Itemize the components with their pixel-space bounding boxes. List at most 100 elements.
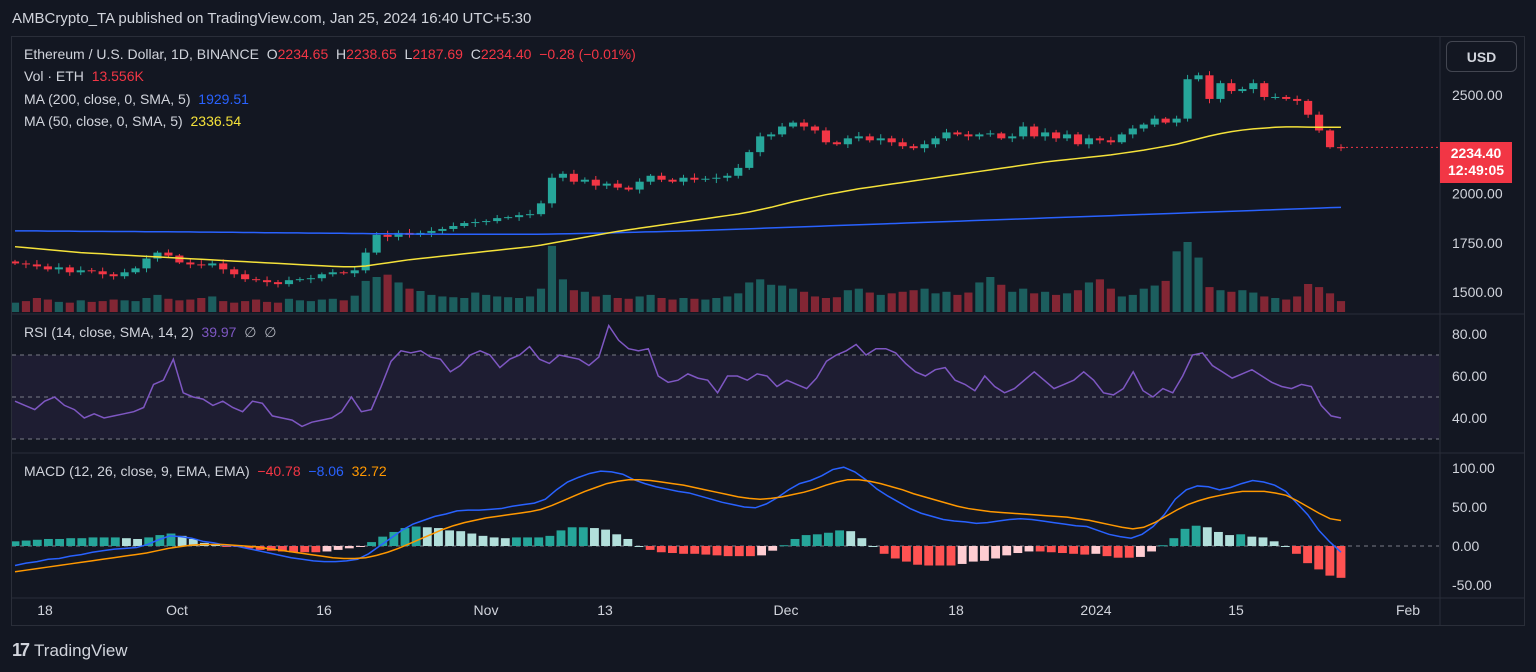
candle-body (657, 175, 666, 180)
volume-bar (98, 301, 107, 312)
volume-bar (602, 294, 611, 312)
candle-body (756, 136, 765, 153)
volume-bar (1161, 280, 1170, 312)
rsi-tick-label: 80.00 (1452, 326, 1487, 342)
volume-bar (580, 291, 589, 312)
x-tick-label: Feb (1396, 602, 1420, 618)
candle-body (1139, 124, 1148, 129)
macd-histogram-bar (668, 546, 677, 554)
candle-body (460, 223, 469, 227)
macd-histogram-bar (311, 546, 321, 553)
volume-bar (953, 294, 962, 312)
volume-bar (493, 296, 502, 312)
volume-bar (657, 298, 666, 312)
chart-canvas[interactable]: 1500.00 1750.00 2000.00 2500.00 40.00 60.00 80… (12, 37, 1524, 625)
macd-histogram-bar (1225, 535, 1234, 546)
macd-histogram-bar (1280, 546, 1290, 547)
volume-bar (1282, 299, 1291, 312)
volume-bar (12, 302, 20, 312)
volume-bar (1139, 288, 1148, 312)
macd-histogram-bar (1247, 536, 1257, 546)
candle-body (1106, 140, 1115, 143)
x-tick-label: Nov (474, 602, 499, 618)
ma200-value: 1929.51 (198, 91, 249, 107)
volume-bar (920, 288, 929, 312)
volume-bar (745, 282, 754, 312)
volume-bar (120, 300, 129, 312)
macd-histogram-bar (846, 531, 856, 546)
last-price: 2234.40 (1450, 145, 1502, 161)
volume-bar (21, 301, 31, 312)
ma50-legend[interactable]: MA (50, close, 0, SMA, 5) 2336.54 (24, 113, 241, 129)
volume-bar (1216, 290, 1225, 312)
candle-body (799, 122, 809, 127)
macd-histogram-bar (746, 546, 755, 557)
candle-body (372, 234, 381, 253)
candle-body (668, 179, 677, 182)
macd-histogram-bar (1258, 537, 1268, 546)
macd-histogram-bar (968, 546, 978, 562)
volume-bar (427, 294, 436, 312)
candle-body (920, 144, 929, 149)
candle-body (778, 126, 787, 135)
volume-legend[interactable]: Vol · ETH 13.556K (24, 68, 144, 84)
chart-frame[interactable]: 1500.00 1750.00 2000.00 2500.00 40.00 60.00 80… (11, 36, 1525, 626)
volume-bar (1041, 291, 1050, 312)
candle-body (1325, 130, 1335, 148)
volume-bar (273, 302, 283, 312)
volume-bar (1051, 294, 1061, 312)
volume-bar (361, 280, 370, 312)
volume-bar (876, 294, 885, 312)
macd-histogram-bar (679, 546, 688, 554)
macd-histogram-bar (12, 541, 20, 546)
macd-histogram-bar (144, 537, 154, 546)
candle-body (1227, 83, 1236, 92)
volume-bar (449, 297, 458, 312)
macd-histogram-bar (289, 546, 298, 553)
high-value: 2238.65 (346, 46, 397, 62)
candle-body (569, 173, 578, 182)
volume-bar (1062, 293, 1072, 312)
rsi-tick-label: 60.00 (1452, 368, 1487, 384)
macd-histogram-bar (188, 538, 198, 546)
y-tick-label: 2500.00 (1452, 87, 1503, 103)
volume-bar (1019, 288, 1028, 312)
volume-bar (723, 296, 732, 312)
volume-bar (1172, 251, 1181, 312)
candle-body (284, 280, 294, 285)
macd-histogram-bar (489, 537, 499, 546)
macd-histogram-bar (1035, 546, 1045, 552)
candle-body (624, 187, 633, 190)
macd-histogram-bar (612, 534, 622, 546)
symbol-label[interactable]: Ethereum / U.S. Dollar, 1D, BINANCE (24, 46, 259, 62)
candle-body (1084, 138, 1094, 145)
macd-histogram-bar (1102, 546, 1112, 557)
ma50-line (14, 126, 1342, 268)
candle-body (1062, 134, 1072, 139)
candle-body (131, 268, 140, 273)
candle-body (690, 177, 699, 180)
macd-histogram-bar (66, 538, 76, 546)
macd-legend[interactable]: MACD (12, 26, close, 9, EMA, EMA) −40.78… (24, 463, 387, 479)
currency-button[interactable]: USD (1446, 41, 1517, 72)
candle-body (120, 272, 129, 277)
candle-body (65, 267, 74, 273)
macd-histogram-bar (500, 538, 510, 546)
candle-body (186, 262, 195, 265)
macd-histogram-bar (244, 546, 254, 549)
macd-signal-line (14, 478, 1342, 573)
rsi-legend[interactable]: RSI (14, close, SMA, 14, 2) 39.97 ∅ ∅ (24, 324, 276, 341)
volume-bar (525, 296, 535, 312)
macd-histogram-bar (645, 546, 655, 550)
macd-histogram-bar (278, 546, 287, 552)
candle-body (580, 179, 589, 182)
brand-logo[interactable]: 17 TradingView (12, 640, 128, 661)
volume-bar (1325, 293, 1335, 312)
macd-histogram-bar (1013, 546, 1023, 554)
macd-histogram-bar (634, 546, 644, 547)
ma200-legend[interactable]: MA (200, close, 0, SMA, 5) 1929.51 (24, 91, 249, 107)
candle-body (339, 272, 348, 274)
volume-bar (909, 290, 918, 312)
volume-bar (1227, 291, 1236, 312)
volume-bar (1260, 296, 1269, 312)
